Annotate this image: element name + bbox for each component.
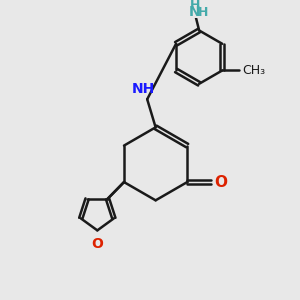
- Text: O: O: [214, 175, 227, 190]
- Text: H: H: [190, 0, 200, 12]
- Text: N: N: [189, 5, 201, 19]
- Text: CH₃: CH₃: [242, 64, 265, 77]
- Text: H: H: [198, 6, 208, 19]
- Text: NH: NH: [131, 82, 154, 96]
- Text: O: O: [92, 237, 103, 250]
